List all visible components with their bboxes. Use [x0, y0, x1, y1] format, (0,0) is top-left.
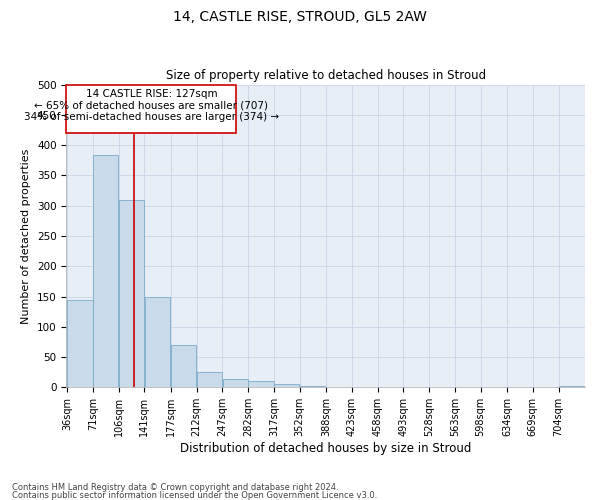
Bar	[300, 386, 325, 388]
Bar	[274, 384, 299, 388]
Text: Contains HM Land Registry data © Crown copyright and database right 2024.: Contains HM Land Registry data © Crown c…	[12, 484, 338, 492]
Text: ← 65% of detached houses are smaller (707): ← 65% of detached houses are smaller (70…	[34, 100, 268, 110]
Text: 34% of semi-detached houses are larger (374) →: 34% of semi-detached houses are larger (…	[24, 112, 279, 122]
Bar	[223, 380, 248, 388]
FancyBboxPatch shape	[67, 84, 236, 133]
Bar	[248, 382, 274, 388]
Bar	[93, 156, 118, 388]
Bar	[67, 300, 92, 388]
Title: Size of property relative to detached houses in Stroud: Size of property relative to detached ho…	[166, 69, 486, 82]
Bar	[145, 296, 170, 388]
Bar	[171, 345, 196, 388]
Bar	[326, 386, 352, 388]
Bar	[119, 200, 144, 388]
Bar	[559, 386, 584, 388]
X-axis label: Distribution of detached houses by size in Stroud: Distribution of detached houses by size …	[180, 442, 472, 455]
Text: Contains public sector information licensed under the Open Government Licence v3: Contains public sector information licen…	[12, 490, 377, 500]
Bar	[197, 372, 222, 388]
Text: 14 CASTLE RISE: 127sqm: 14 CASTLE RISE: 127sqm	[86, 89, 217, 99]
Text: 14, CASTLE RISE, STROUD, GL5 2AW: 14, CASTLE RISE, STROUD, GL5 2AW	[173, 10, 427, 24]
Y-axis label: Number of detached properties: Number of detached properties	[22, 148, 31, 324]
